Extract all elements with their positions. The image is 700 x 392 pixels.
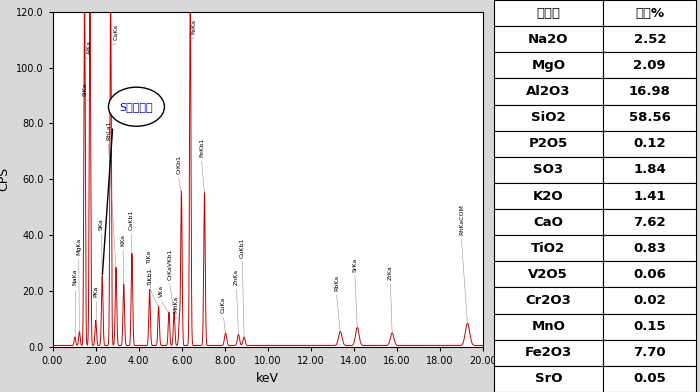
Text: SiKa: SiKa [83, 82, 88, 96]
Text: FeKa: FeKa [192, 19, 197, 34]
Bar [494, 105, 603, 131]
Text: RbKa: RbKa [334, 275, 339, 291]
Text: SKa: SKa [99, 218, 104, 230]
Bar [494, 26, 603, 52]
Bar [603, 209, 696, 235]
Text: MnO: MnO [531, 320, 565, 333]
Bar [494, 314, 603, 340]
Bar [603, 261, 696, 287]
Text: P2O5: P2O5 [528, 137, 568, 150]
Text: CaO: CaO [533, 216, 564, 229]
Text: 2.09: 2.09 [634, 59, 666, 72]
Y-axis label: CPS: CPS [0, 167, 10, 191]
Text: PKa: PKa [93, 285, 98, 297]
Text: 質量%: 質量% [635, 7, 664, 20]
Bar [494, 131, 603, 157]
Text: V2O5: V2O5 [528, 268, 568, 281]
Bar [494, 261, 603, 287]
Bar [494, 366, 603, 392]
Text: TiKa: TiKa [147, 250, 152, 263]
Bar [603, 314, 696, 340]
Bar [603, 235, 696, 261]
Text: K2O: K2O [533, 189, 564, 203]
Bar [603, 183, 696, 209]
Text: Cr2O3: Cr2O3 [526, 294, 571, 307]
Bar [603, 157, 696, 183]
Bar [603, 105, 696, 131]
Text: CuKa: CuKa [221, 297, 226, 314]
Text: 1.84: 1.84 [634, 163, 666, 176]
Text: ZrKa: ZrKa [388, 265, 393, 280]
Text: 0.02: 0.02 [634, 294, 666, 307]
Text: CrKb1: CrKb1 [176, 155, 181, 174]
Text: TiKb1: TiKb1 [148, 268, 153, 285]
Bar [494, 157, 603, 183]
Text: Na2O: Na2O [528, 33, 568, 46]
Bar [603, 366, 696, 392]
Bar [494, 209, 603, 235]
Text: AlKa: AlKa [87, 40, 92, 54]
Text: MnKa: MnKa [173, 296, 178, 314]
Text: RhKaCOM: RhKaCOM [459, 204, 464, 235]
Text: 化学式: 化学式 [536, 7, 560, 20]
Bar [603, 52, 696, 78]
Bar [603, 287, 696, 314]
Text: CuKb1: CuKb1 [240, 237, 245, 258]
Text: NaKa: NaKa [72, 269, 78, 285]
Bar [494, 235, 603, 261]
Text: S（硫黄）: S（硫黄） [120, 102, 153, 112]
Text: 0.83: 0.83 [634, 242, 666, 255]
Text: 0.06: 0.06 [634, 268, 666, 281]
Text: 1.41: 1.41 [634, 189, 666, 203]
Text: 2.52: 2.52 [634, 33, 666, 46]
Text: 16.98: 16.98 [629, 85, 671, 98]
Bar [494, 78, 603, 105]
Bar [603, 0, 696, 26]
Bar [603, 78, 696, 105]
Text: CrKaVKb1: CrKaVKb1 [167, 249, 172, 280]
Text: 0.05: 0.05 [634, 372, 666, 385]
Bar [494, 0, 603, 26]
X-axis label: keV: keV [256, 372, 279, 385]
Text: 0.15: 0.15 [634, 320, 666, 333]
Text: SrO: SrO [535, 372, 562, 385]
Text: KKa: KKa [120, 234, 125, 247]
Text: CaKa: CaKa [113, 24, 118, 40]
Text: RhLa1: RhLa1 [106, 121, 111, 140]
Text: 58.56: 58.56 [629, 111, 671, 124]
Text: VKa: VKa [159, 285, 164, 297]
Bar [494, 52, 603, 78]
Text: SrKa: SrKa [352, 257, 358, 272]
Bar [603, 340, 696, 366]
Bar [494, 183, 603, 209]
Text: TiO2: TiO2 [531, 242, 566, 255]
Bar [603, 131, 696, 157]
Text: 0.12: 0.12 [634, 137, 666, 150]
Bar [494, 287, 603, 314]
Text: Fe2O3: Fe2O3 [525, 346, 572, 359]
Text: 7.70: 7.70 [634, 346, 666, 359]
Text: MgO: MgO [531, 59, 566, 72]
Text: SO3: SO3 [533, 163, 564, 176]
Bar [603, 26, 696, 52]
Text: Al2O3: Al2O3 [526, 85, 570, 98]
Text: 7.62: 7.62 [634, 216, 666, 229]
Text: MgKa: MgKa [76, 238, 81, 255]
Text: ZnKa: ZnKa [234, 269, 239, 285]
Text: CaKb1: CaKb1 [129, 209, 134, 230]
Bar [494, 340, 603, 366]
Text: SiO2: SiO2 [531, 111, 566, 124]
Ellipse shape [108, 87, 164, 126]
Text: FeKb1: FeKb1 [199, 138, 204, 157]
